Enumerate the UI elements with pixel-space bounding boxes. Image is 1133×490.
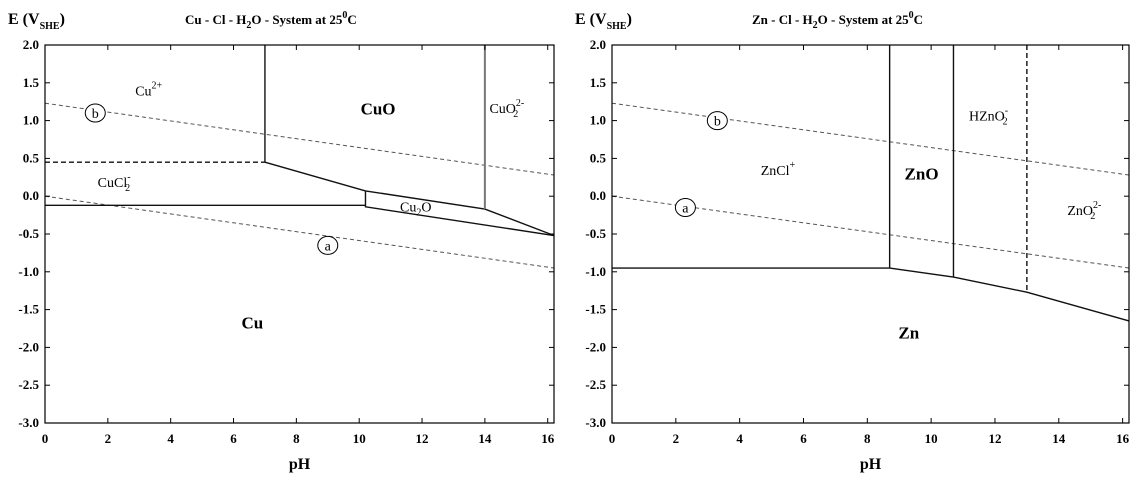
y-tick-label: 0.0 <box>23 188 39 203</box>
region-label: Cu2+ <box>135 81 162 100</box>
chart-title: Zn - Cl - H2O - System at 250C <box>752 10 923 31</box>
y-tick-label: 0.5 <box>23 150 40 165</box>
marker-b-circle <box>706 111 728 131</box>
x-tick-label: 14 <box>1052 431 1066 446</box>
region-label: ZnO2-2 <box>1067 200 1101 222</box>
y-tick-label: 2.0 <box>590 37 606 52</box>
marker-a-label: a <box>682 202 689 217</box>
y-tick-label: 0.0 <box>590 188 606 203</box>
x-tick-label: 6 <box>230 431 237 446</box>
x-tick-label: 16 <box>541 431 555 446</box>
x-tick-label: 4 <box>736 431 743 446</box>
y-tick-label: -1.5 <box>18 302 39 317</box>
marker-b-label: b <box>714 115 721 130</box>
x-tick-label: 8 <box>864 431 871 446</box>
y-tick-label: 1.0 <box>590 113 606 128</box>
x-tick-label: 10 <box>353 431 366 446</box>
y-tick-label: 0.5 <box>590 150 607 165</box>
phase-boundary-3 <box>264 161 555 237</box>
region-label: HZnO-2 <box>969 106 1008 128</box>
water-line-a <box>44 195 555 269</box>
y-tick-label: -1.0 <box>585 264 606 279</box>
y-axis-title: E (VSHE) <box>8 11 65 32</box>
x-tick-label: 2 <box>105 431 112 446</box>
y-tick-label: -2.0 <box>585 339 606 354</box>
region-label: CuO2-2 <box>489 98 524 120</box>
cu-pourbaix-panel: 2.0 1.5 1.0 0.5 0.0 -0.5 -1.0 -1.5 -2.0 -2.5 -3.0 0… <box>0 0 566 485</box>
phase-boundary-4 <box>364 190 555 237</box>
plot-frame <box>611 44 1130 424</box>
x-tick-label: 12 <box>416 431 429 446</box>
region-label: CuCl-2 <box>98 172 131 194</box>
x-tick-label: 6 <box>800 431 807 446</box>
y-tick-label: 1.0 <box>23 113 39 128</box>
y-tick-label: -1.5 <box>585 302 606 317</box>
x-tick-label: 14 <box>478 431 492 446</box>
marker-a-circle <box>674 198 696 218</box>
x-tick-label: 12 <box>988 431 1001 446</box>
y-tick-label: 2.0 <box>23 37 39 52</box>
y-tick-label: 1.5 <box>590 75 607 90</box>
y-tick-label: -3.0 <box>585 415 606 430</box>
y-tick-label: -3.0 <box>18 415 39 430</box>
x-axis-title: pH <box>860 456 882 473</box>
plot-frame <box>44 44 555 424</box>
y-tick-label: 1.5 <box>23 75 40 90</box>
phase-boundary-3 <box>889 267 1130 322</box>
x-tick-label: 8 <box>293 431 300 446</box>
y-tick-label: -0.5 <box>585 226 606 241</box>
water-line-b <box>44 102 555 176</box>
region-label: Zn <box>898 323 919 342</box>
x-tick-label: 2 <box>673 431 680 446</box>
y-tick-label: -2.5 <box>18 377 39 392</box>
zn-pourbaix-panel: 2.0 1.5 1.0 0.5 0.0 -0.5 -1.0 -1.5 -2.0 -2.5 -3.0 0… <box>567 0 1133 485</box>
x-tick-label: 16 <box>1116 431 1130 446</box>
y-tick-label: -1.0 <box>18 264 39 279</box>
marker-a-label: a <box>325 239 332 254</box>
region-label: Cu2O <box>400 200 431 218</box>
cu-pourbaix-chart: 2.0 1.5 1.0 0.5 0.0 -0.5 -1.0 -1.5 -2.0 -2.5 -3.00… <box>8 10 555 473</box>
x-tick-label: 10 <box>925 431 938 446</box>
x-tick-label: 4 <box>167 431 174 446</box>
water-line-a <box>611 195 1130 269</box>
region-label: CuO <box>361 100 396 119</box>
y-tick-label: -0.5 <box>18 226 39 241</box>
marker-b-circle <box>84 103 106 123</box>
marker-b-label: b <box>92 107 99 122</box>
marker-a-circle <box>317 235 339 255</box>
x-tick-label: 0 <box>609 431 616 446</box>
region-label: ZnO <box>905 165 939 184</box>
y-axis-title: E (VSHE) <box>575 11 632 32</box>
region-label: Cu <box>242 314 264 333</box>
x-axis-title: pH <box>289 456 311 473</box>
y-tick-label: -2.0 <box>18 339 39 354</box>
x-tick-label: 0 <box>42 431 49 446</box>
chart-title: Cu - Cl - H2O - System at 250C <box>185 10 357 31</box>
y-tick-label: -2.5 <box>585 377 606 392</box>
region-label: ZnCl+ <box>761 160 796 179</box>
water-line-b <box>611 102 1130 176</box>
zn-pourbaix-chart: 2.0 1.5 1.0 0.5 0.0 -0.5 -1.0 -1.5 -2.0 -2.5 -3.00… <box>575 10 1130 473</box>
